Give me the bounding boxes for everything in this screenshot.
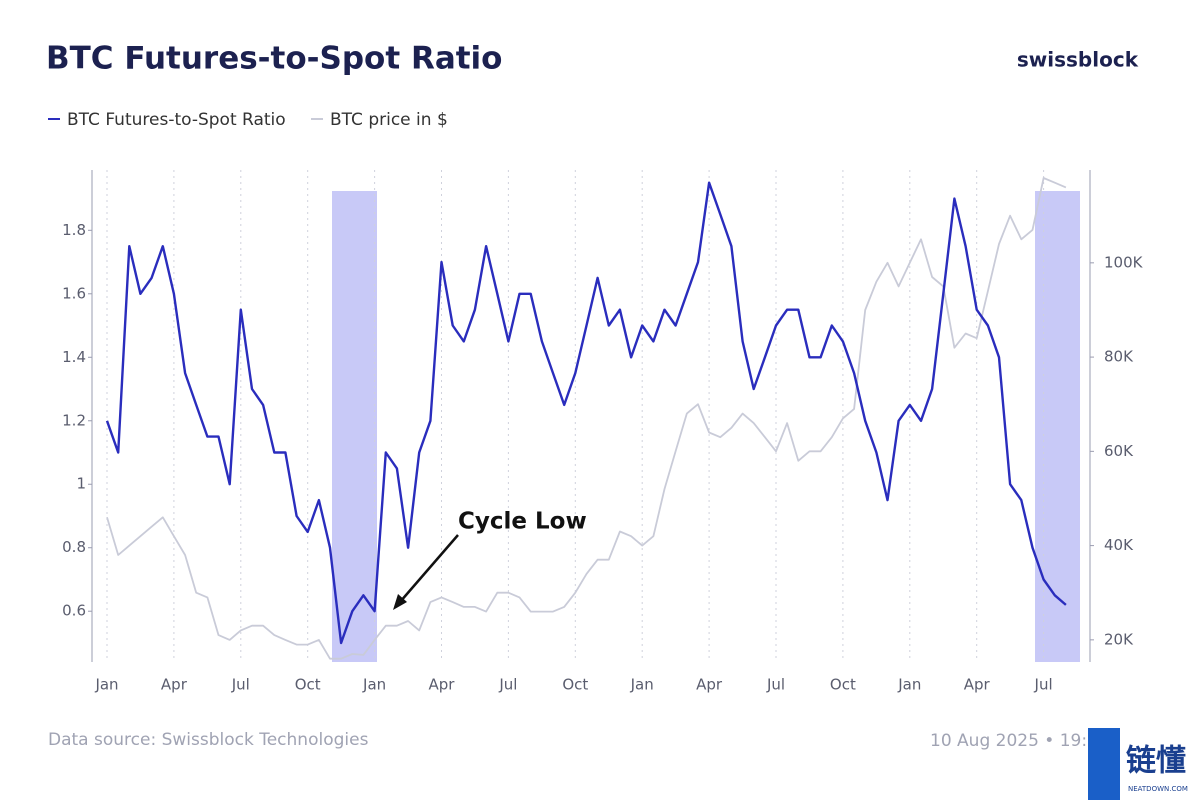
x-tick-label: Jan: [897, 676, 921, 694]
x-tick-label: Jan: [630, 676, 654, 694]
x-tick-label: Apr: [964, 676, 991, 694]
annotation: Cycle Low: [458, 509, 587, 535]
y-tick-label: 0.8: [62, 538, 86, 556]
y-tick-label: 1.6: [62, 284, 86, 302]
watermark-site: NEATDOWN.COM: [1128, 785, 1188, 793]
x-tick-label: Jan: [362, 676, 386, 694]
brand: swissblock: [1017, 48, 1139, 72]
x-tick-label: Oct: [295, 676, 321, 694]
legend: BTC Futures-to-Spot Ratio BTC price in $: [48, 110, 448, 130]
y-tick-label: 1.8: [62, 221, 86, 239]
x-tick-label: Jan: [94, 676, 118, 694]
y-tick-label: 1: [76, 475, 86, 493]
series-line: [105, 181, 1067, 645]
watermark-logo: [1088, 728, 1120, 800]
y2-tick-label: 80K: [1104, 348, 1134, 366]
x-tick-label: Apr: [161, 676, 188, 694]
legend-label: BTC Futures-to-Spot Ratio: [67, 110, 286, 130]
highlight-band: [332, 191, 377, 662]
x-tick-label: Jul: [231, 676, 250, 694]
series-line: [106, 177, 1067, 660]
legend-label: BTC price in $: [330, 110, 448, 130]
x-tick-label: Apr: [429, 676, 456, 694]
y-tick-label: 1.4: [62, 348, 86, 366]
y2-tick-label: 40K: [1104, 536, 1134, 554]
watermark-text: 链懂: [1126, 744, 1186, 779]
highlight-band: [1035, 191, 1080, 662]
x-tick-label: Oct: [830, 676, 856, 694]
y-tick-label: 0.6: [62, 602, 86, 620]
x-tick-label: Jul: [766, 676, 785, 694]
footer-timestamp: 10 Aug 2025 • 19:: [930, 731, 1087, 751]
footer-source: Data source: Swissblock Technologies: [48, 730, 369, 750]
x-tick-label: Oct: [562, 676, 588, 694]
chart-title: BTC Futures-to-Spot Ratio: [46, 41, 502, 77]
y2-tick-label: 60K: [1104, 442, 1134, 460]
annotation-arrow: [399, 534, 459, 603]
x-tick-label: Apr: [696, 676, 723, 694]
y2-tick-label: 100K: [1104, 253, 1144, 271]
arrow-head: [393, 594, 407, 610]
x-tick-label: Jul: [1034, 676, 1053, 694]
y-tick-label: 1.2: [62, 411, 86, 429]
y2-tick-label: 20K: [1104, 630, 1134, 648]
x-tick-label: Jul: [498, 676, 517, 694]
